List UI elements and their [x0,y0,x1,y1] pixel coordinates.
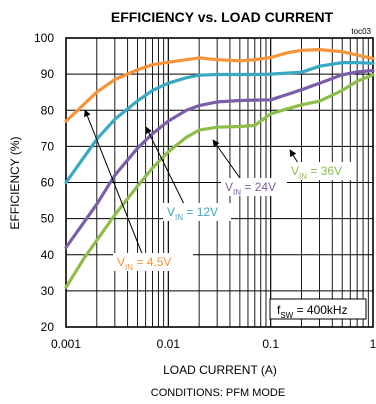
fsw-label: fSW = 400kHz [277,303,348,320]
annotation-arrow [289,149,299,164]
series-lines [64,47,375,289]
tick-labels: 20 30 40 50 60 70 80 90 100 0.001 0.01 0.1 1 [34,31,376,351]
series-label-box [163,203,231,221]
x-tick-label: 1 [370,337,376,351]
series-label: VIN = 36V [291,164,342,181]
fsw-box [269,298,367,320]
series-annotations: VIN = 4.5V VIN = 12V VIN = 24V VIN = 36V fSW… [84,109,367,320]
y-tick-label: 60 [41,176,55,190]
annotation-arrow [145,126,186,207]
y-tick-label: 90 [41,67,55,81]
x-tick-label: 0.01 [157,337,181,351]
y-tick-label: 50 [41,212,55,226]
series-label: VIN = 24V [225,180,276,197]
series-line [64,47,375,123]
series-label: VIN = 4.5V [117,255,171,272]
x-tick-label: 0.001 [51,337,81,351]
series-line [64,73,375,289]
series-line [64,68,375,250]
series-line [64,60,375,185]
chart-title: EFFICIENCY vs. LOAD CURRENT [111,9,334,25]
x-axis-label: LOAD CURRENT (A) [163,363,277,377]
series-label-box [221,178,287,196]
series-label: VIN = 12V [167,205,218,222]
y-tick-label: 20 [41,320,55,334]
annotation-arrow [84,109,144,257]
y-tick-label: 80 [41,103,55,117]
y-tick-label: 70 [41,139,55,153]
y-tick-label: 40 [41,248,55,262]
series-label-box [113,253,193,271]
annotation-arrow [212,139,243,182]
y-tick-label: 30 [41,284,55,298]
series-label-box [287,162,353,180]
figure-id: toc03 [351,27,371,36]
y-tick-label: 100 [34,31,54,45]
conditions-note: CONDITIONS: PFM MODE [151,387,285,399]
x-tick-label: 0.1 [262,337,279,351]
y-axis-label: EFFICIENCY (%) [8,136,22,229]
